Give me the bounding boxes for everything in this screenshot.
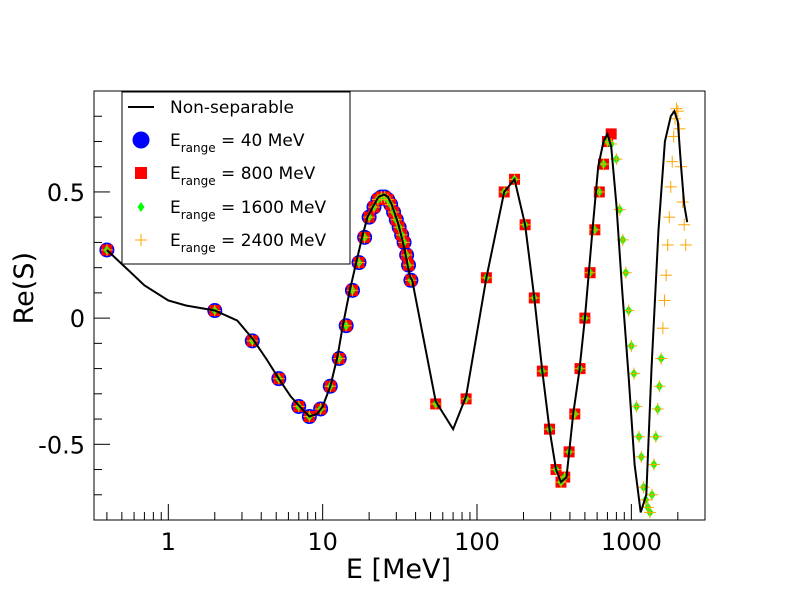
data-point-cross: [649, 430, 662, 443]
data-point-cross: [645, 488, 658, 501]
legend-swatch-diamond: [137, 202, 145, 212]
legend-label: Erange = 1600 MeV: [170, 198, 327, 222]
plot-area: [99, 102, 692, 519]
data-point-cross: [632, 430, 645, 443]
data-point-cross: [568, 408, 581, 421]
x-tick-label: 10: [307, 528, 338, 556]
data-point-cross: [358, 231, 371, 244]
data-point-cross: [333, 352, 346, 365]
data-point-cross: [651, 402, 664, 415]
legend-label: Erange = 800 MeV: [170, 164, 316, 188]
data-point-cross: [630, 400, 643, 413]
data-point-cross: [667, 130, 680, 143]
x-tick-label: 100: [454, 528, 500, 556]
data-point-cross: [558, 471, 571, 484]
data-point-cross: [627, 367, 640, 380]
plot-data: [99, 102, 692, 519]
data-point-cross: [641, 501, 654, 514]
y-axis-title: Re(S): [9, 252, 40, 324]
x-tick-label: 1000: [601, 528, 662, 556]
legend-box: [121, 91, 351, 265]
data-point-cross: [660, 269, 673, 282]
data-point-cross: [679, 238, 692, 251]
data-point-cross: [100, 243, 113, 256]
data-point-cross: [666, 155, 679, 168]
data-point-square: [605, 128, 617, 140]
x-tick-label: 1: [161, 528, 176, 556]
legend-label: Erange = 2400 MeV: [170, 231, 327, 255]
data-point-cross: [625, 339, 638, 352]
legend-swatch-square: [135, 167, 147, 179]
y-tick-label: 0: [70, 305, 85, 333]
data-point-cross: [346, 284, 359, 297]
data-point-cross: [353, 256, 366, 269]
legend-swatch-circle: [132, 131, 150, 149]
data-point-cross: [653, 380, 666, 393]
data-point-cross: [661, 238, 674, 251]
y-tick-label: 0.5: [47, 179, 85, 207]
plot-frame: [93, 90, 706, 521]
data-point-cross: [656, 322, 669, 335]
x-axis-title: E [MeV]: [346, 554, 451, 585]
data-point-cross: [647, 458, 660, 471]
data-point-cross: [663, 211, 676, 224]
axes: 1 10 100 1000 -0.5 0 0.5: [38, 90, 706, 556]
data-point-cross: [658, 294, 671, 307]
legend: Non-separable Erange = 40 MeV Erange = 800…: [121, 91, 351, 265]
legend-label: Erange = 40 MeV: [170, 131, 305, 155]
data-point-cross: [655, 352, 668, 365]
data-point-cross: [664, 180, 677, 193]
data-point-cross: [613, 203, 626, 216]
data-point-cross: [643, 506, 656, 519]
data-point-cross: [381, 193, 394, 206]
legend-label: Non-separable: [170, 98, 294, 118]
series-line-non-separable: [106, 109, 689, 513]
data-point-cross: [635, 450, 648, 463]
data-point-cross: [670, 102, 683, 115]
y-tick-label: -0.5: [38, 431, 85, 459]
data-point-cross: [678, 218, 691, 231]
data-point-cross: [588, 223, 601, 236]
